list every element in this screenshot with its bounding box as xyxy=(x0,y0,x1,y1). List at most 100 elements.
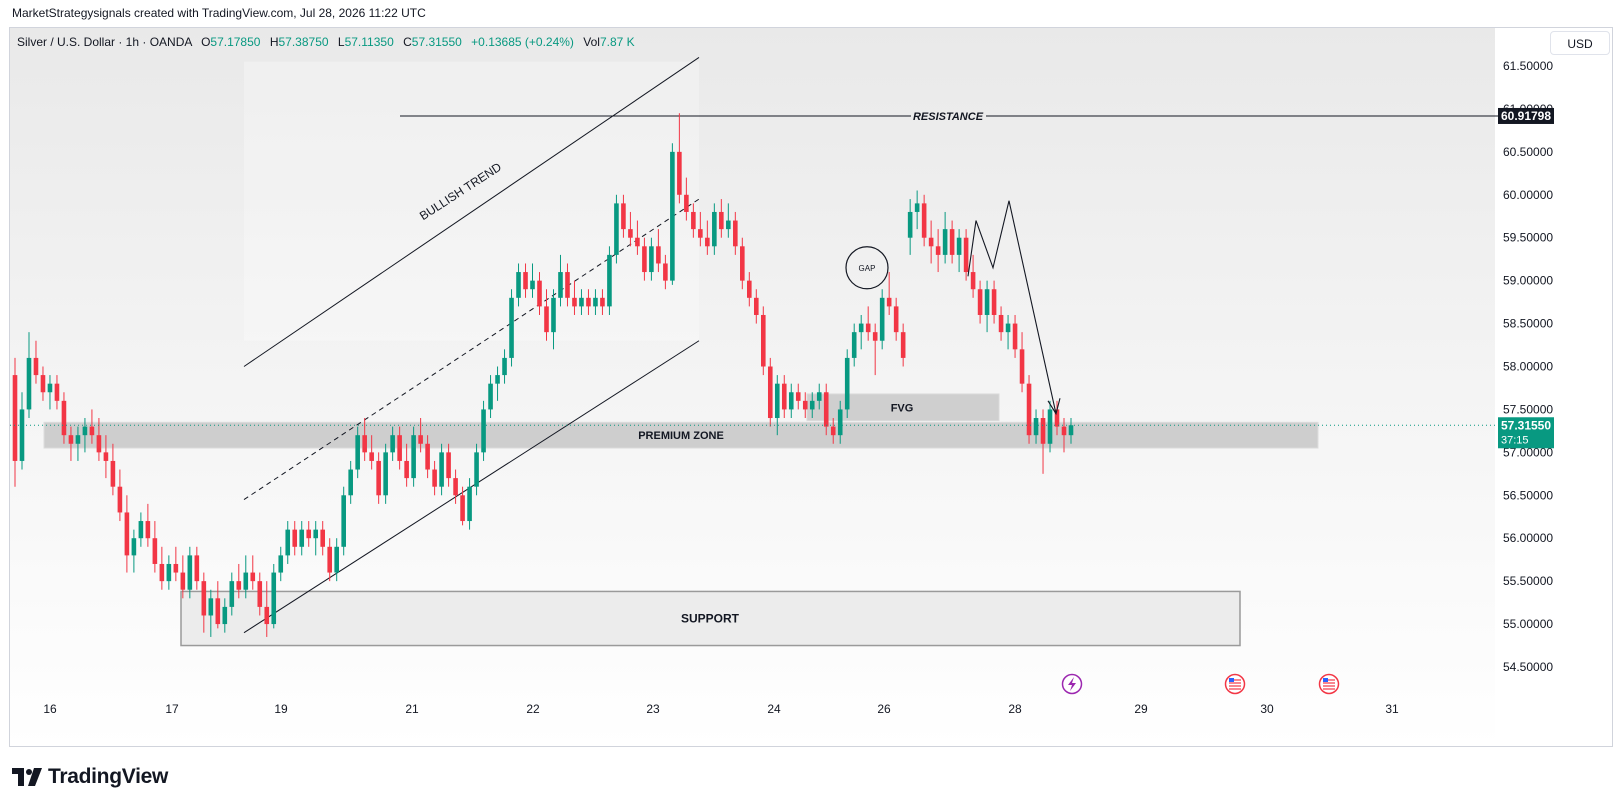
tradingview-logo-icon xyxy=(12,768,42,786)
candle-body xyxy=(851,332,857,358)
tradingview-logo[interactable]: TradingView xyxy=(12,764,168,790)
candle-body xyxy=(586,297,591,307)
candle-body xyxy=(921,203,927,238)
candle-body xyxy=(649,246,654,273)
candle-body xyxy=(418,435,423,444)
candle-body xyxy=(551,297,556,333)
candle-body xyxy=(166,563,172,582)
candle-body xyxy=(872,332,878,341)
flag-canton xyxy=(1229,678,1234,682)
candle-body xyxy=(145,521,151,539)
candle-body xyxy=(1061,426,1067,436)
candle-body xyxy=(306,529,312,539)
candle-body xyxy=(802,400,808,410)
gap-label: GAP xyxy=(859,264,876,273)
symbol-legend: Silver / U.S. Dollar · 1h · OANDA O57.17… xyxy=(17,35,635,49)
us-flag-event-icon xyxy=(1224,673,1246,695)
candle-body xyxy=(229,581,235,607)
gap-circle xyxy=(845,246,889,290)
y-tick-label: 55.00000 xyxy=(1503,617,1553,631)
candle-body xyxy=(844,357,850,410)
candle-body xyxy=(19,409,25,461)
candle-body xyxy=(222,606,228,625)
candle-body xyxy=(907,211,913,238)
close-value: 57.31550 xyxy=(411,35,462,49)
candle-body xyxy=(691,211,696,230)
candle-body xyxy=(760,314,766,367)
low-label: L xyxy=(337,35,345,49)
y-tick-label: 57.00000 xyxy=(1503,445,1553,459)
candle-body xyxy=(131,538,137,556)
candle-body xyxy=(383,452,388,496)
y-tick-label: 58.00000 xyxy=(1503,359,1553,373)
candle-body xyxy=(1012,323,1018,350)
candle-body xyxy=(628,229,633,238)
channel-mid-line xyxy=(243,198,700,500)
candle-body xyxy=(942,229,948,255)
candle-body xyxy=(558,272,563,298)
candle-body xyxy=(816,392,822,401)
x-tick-label: 22 xyxy=(526,702,540,716)
candle-body xyxy=(12,375,18,461)
candle-body xyxy=(642,246,647,273)
low-value: 57.11350 xyxy=(344,35,394,49)
channel-lower-line xyxy=(243,340,700,634)
candle-body xyxy=(886,297,892,307)
candle-body xyxy=(432,469,437,487)
symbol-title: Silver / U.S. Dollar · 1h · OANDA xyxy=(17,35,192,49)
candle-body xyxy=(865,323,871,333)
candle-body xyxy=(187,555,193,590)
candle-body xyxy=(509,297,514,358)
candle-body xyxy=(733,220,738,247)
candle-body xyxy=(705,237,710,247)
candle-body xyxy=(453,478,458,496)
premium-zone-label: PREMIUM ZONE xyxy=(638,430,724,442)
chart-frame[interactable]: SUPPORT PREMIUM ZONE FVG RESISTANCE BULLISH … xyxy=(9,27,1613,747)
x-tick-label: 16 xyxy=(43,702,57,716)
candle-body xyxy=(173,563,179,573)
candle-body xyxy=(1026,383,1032,436)
candle-body xyxy=(201,581,207,616)
candle-body xyxy=(781,383,787,410)
candle-body xyxy=(208,598,214,616)
candle-body xyxy=(1019,349,1025,384)
brand-name: TradingView xyxy=(48,765,169,788)
premium-zone xyxy=(43,421,1319,449)
projection-arrowhead xyxy=(1047,398,1061,416)
candle-body xyxy=(774,383,780,419)
projection-path xyxy=(967,200,1057,414)
candle-body xyxy=(264,606,270,625)
candle-body xyxy=(40,375,46,393)
close-label: C xyxy=(403,35,412,49)
candle-body xyxy=(299,529,305,547)
candle-body xyxy=(670,151,675,281)
candle-body xyxy=(467,486,472,522)
candle-body xyxy=(327,546,333,573)
candle-body xyxy=(61,400,67,436)
candle-body xyxy=(376,460,381,496)
candle-body xyxy=(341,495,346,547)
y-tick-label: 59.50000 xyxy=(1503,231,1553,245)
x-tick-label: 29 xyxy=(1134,702,1148,716)
candle-body xyxy=(215,598,221,625)
candle-body xyxy=(75,435,81,444)
resistance-price-label: 60.91798 xyxy=(1501,109,1551,123)
candle-body xyxy=(110,460,116,487)
candle-body xyxy=(96,435,102,453)
candle-body xyxy=(481,409,486,453)
lightning-glyph-icon xyxy=(1068,677,1076,691)
candle-body xyxy=(68,435,74,444)
candle-body xyxy=(124,512,130,556)
resistance-label: RESISTANCE xyxy=(913,111,984,123)
candle-body xyxy=(152,538,158,564)
candle-body xyxy=(362,435,367,453)
candle-body xyxy=(138,521,144,539)
open-label: O xyxy=(201,35,211,49)
candle-body xyxy=(753,297,759,315)
candle-body xyxy=(236,581,242,590)
y-tick-label: 61.50000 xyxy=(1503,59,1553,73)
currency-button[interactable]: USD xyxy=(1550,31,1610,55)
candle-body xyxy=(712,211,717,247)
candle-body xyxy=(460,495,465,522)
